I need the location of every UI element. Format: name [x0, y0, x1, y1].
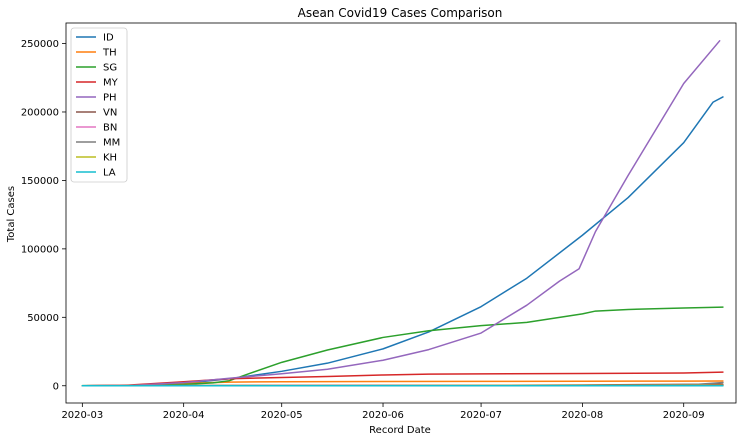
y-tick-label: 250000	[21, 39, 59, 50]
y-tick-label: 100000	[21, 244, 59, 255]
legend-label: LA	[103, 168, 116, 179]
x-tick-label: 2020-06	[362, 410, 404, 421]
legend-label: SG	[103, 63, 117, 74]
x-tick-label: 2020-07	[460, 410, 502, 421]
y-axis-label: Total Cases	[6, 186, 17, 243]
plot-frame	[66, 23, 736, 403]
y-tick-label: 0	[53, 381, 59, 392]
legend-label: VN	[103, 108, 117, 119]
legend-label: ID	[103, 33, 114, 44]
plot-area	[82, 41, 723, 386]
x-tick-label: 2020-09	[663, 410, 705, 421]
legend-label: PH	[103, 93, 117, 104]
y-tick-label: 200000	[21, 107, 59, 118]
x-tick-label: 2020-05	[261, 410, 303, 421]
series-line-ph	[82, 41, 719, 386]
legend-label: MY	[103, 78, 119, 89]
x-tick-label: 2020-04	[163, 410, 205, 421]
series-line-id	[86, 97, 723, 386]
legend-label: TH	[102, 48, 117, 59]
chart-title: Asean Covid19 Cases Comparison	[298, 6, 503, 20]
legend-label: KH	[103, 153, 117, 164]
x-axis-label: Record Date	[369, 425, 431, 436]
legend-label: BN	[103, 123, 117, 134]
legend: ID TH SG MY PH VN BN MM KH LA	[71, 28, 127, 182]
y-tick-label: 150000	[21, 176, 59, 187]
y-tick-label: 50000	[27, 313, 59, 324]
legend-box	[71, 28, 127, 182]
x-tick-label: 2020-08	[561, 410, 603, 421]
x-tick-label: 2020-03	[61, 410, 103, 421]
legend-label: MM	[103, 138, 120, 149]
